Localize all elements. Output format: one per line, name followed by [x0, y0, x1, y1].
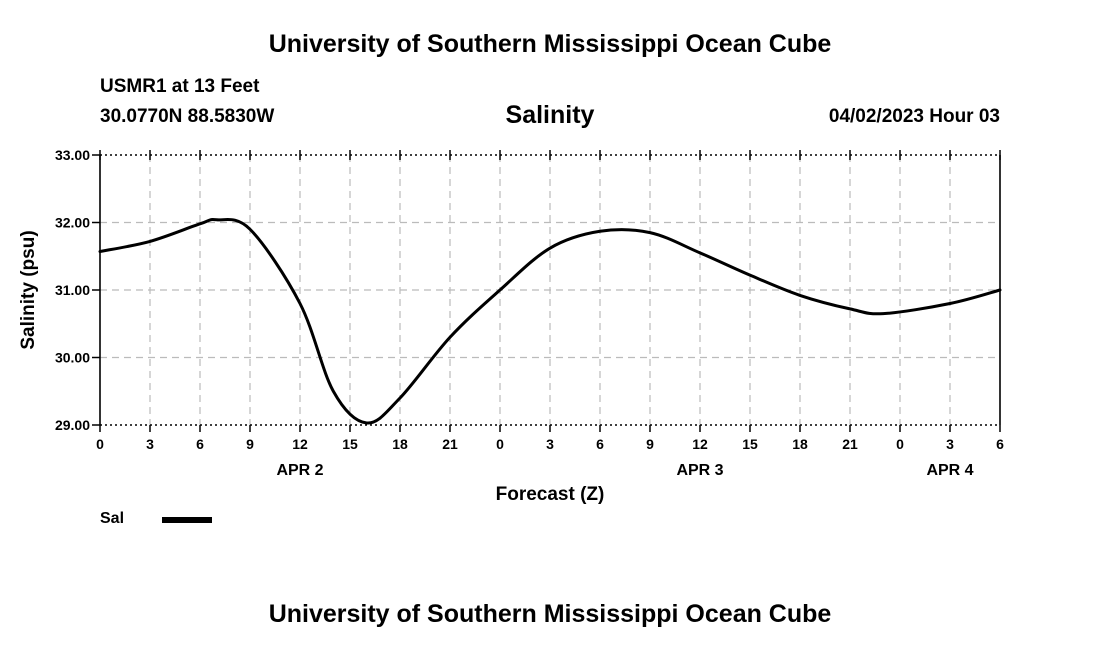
station-coordinates: 30.0770N 88.5830W — [100, 106, 275, 127]
y-tick-label: 31.00 — [55, 282, 90, 298]
y-axis-label: Salinity (psu) — [18, 230, 39, 349]
x-tick-label: 15 — [342, 436, 358, 452]
series-line-sal — [98, 218, 1002, 425]
page-title: University of Southern Mississippi Ocean… — [268, 30, 832, 58]
chart-axes — [92, 150, 1001, 432]
y-tick-label: 32.00 — [55, 215, 90, 231]
x-tick-label: 3 — [146, 436, 154, 452]
x-tick-label: 12 — [692, 436, 708, 452]
forecast-timestamp: 04/02/2023 Hour 03 — [828, 106, 1000, 127]
x-tick-label: 0 — [96, 436, 104, 452]
y-tick-label: 33.00 — [55, 147, 90, 163]
date-label: APR 4 — [926, 462, 973, 479]
x-tick-label: 12 — [292, 436, 308, 452]
x-axis-label: Forecast (Z) — [496, 484, 605, 505]
x-tick-label: 15 — [742, 436, 758, 452]
chart-title: Salinity — [505, 101, 595, 129]
x-tick-label: 6 — [196, 436, 204, 452]
chart-grid — [100, 155, 1000, 425]
legend-swatch — [162, 517, 212, 523]
x-tick-label: 0 — [896, 436, 904, 452]
date-label: APR 3 — [676, 462, 723, 479]
x-tick-label: 3 — [546, 436, 554, 452]
chart-series — [98, 218, 1002, 425]
x-tick-label: 6 — [996, 436, 1004, 452]
x-tick-label: 9 — [246, 436, 254, 452]
station-label: USMR1 at 13 Feet — [100, 76, 260, 97]
x-tick-label: 6 — [596, 436, 604, 452]
legend-label: Sal — [100, 510, 125, 527]
x-tick-label: 18 — [792, 436, 808, 452]
x-tick-label: 21 — [842, 436, 858, 452]
y-tick-label: 29.00 — [55, 417, 90, 433]
footer-title: University of Southern Mississippi Ocean… — [268, 600, 832, 628]
x-tick-label: 9 — [646, 436, 654, 452]
x-tick-label: 0 — [496, 436, 504, 452]
y-tick-label: 30.00 — [55, 350, 90, 366]
x-tick-label: 18 — [392, 436, 408, 452]
x-tick-label: 3 — [946, 436, 954, 452]
date-label: APR 2 — [276, 462, 323, 479]
chart-tick-labels: 33.00 32.00 31.00 30.00 29.00 0 3 6 9 12 15 18 21 0 3 6… — [55, 147, 1004, 479]
x-tick-label: 21 — [442, 436, 458, 452]
